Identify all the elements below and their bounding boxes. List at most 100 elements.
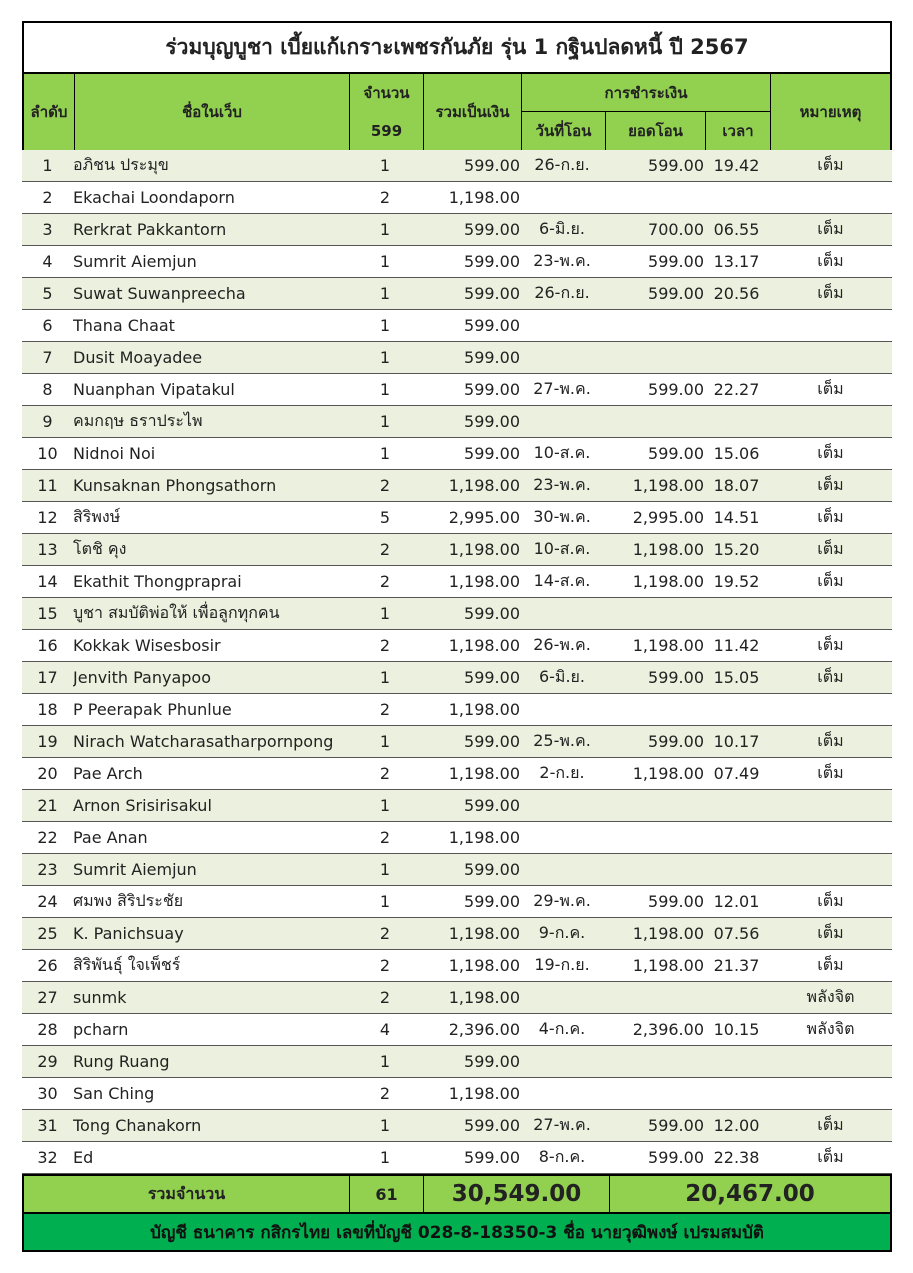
header-payment: การชำระเงิน <box>522 74 771 112</box>
transfer-date <box>520 341 604 374</box>
total-row: รวมจำนวน 61 30,549.00 20,467.00 <box>22 1174 892 1214</box>
table-row: 12 สิริพงษ์ 5 2,995.00 30-พ.ค. 2,995.00 14.51 เ… <box>22 501 892 534</box>
donation-sheet: ร่วมบุญบูชา เบี้ยแก้เกราะเพชรกันภัย รุ่น… <box>22 21 892 1252</box>
transfer-amount: 599.00 <box>604 885 704 918</box>
donor-qty: 2 <box>348 949 422 982</box>
donor-name: pcharn <box>73 1013 348 1046</box>
transfer-time: 22.38 <box>704 1141 769 1174</box>
donor-name: P Peerapak Phunlue <box>73 693 348 726</box>
donor-note <box>769 405 892 438</box>
donor-name: Pae Anan <box>73 821 348 854</box>
row-number: 6 <box>22 309 73 342</box>
donor-name: Jenvith Panyapoo <box>73 661 348 694</box>
transfer-time: 20.56 <box>704 277 769 310</box>
row-number: 32 <box>22 1141 73 1174</box>
transfer-time <box>704 821 769 854</box>
total-label: รวมจำนวน <box>24 1176 350 1212</box>
donor-sum: 599.00 <box>422 725 520 758</box>
donor-qty: 2 <box>348 757 422 790</box>
donor-sum: 599.00 <box>422 1109 520 1142</box>
table-row: 30 San Ching 2 1,198.00 <box>22 1077 892 1110</box>
donor-name: San Ching <box>73 1077 348 1110</box>
transfer-time: 19.52 <box>704 565 769 598</box>
donor-name: Kokkak Wisesbosir <box>73 629 348 662</box>
donor-note: เต็ม <box>769 150 892 182</box>
table-row: 3 Rerkrat Pakkantorn 1 599.00 6-มิ.ย. 700.00 0… <box>22 213 892 246</box>
transfer-amount <box>604 341 704 374</box>
table-row: 7 Dusit Moayadee 1 599.00 <box>22 341 892 374</box>
donor-note: เต็ม <box>769 533 892 566</box>
donor-name: Kunsaknan Phongsathorn <box>73 469 348 502</box>
row-number: 17 <box>22 661 73 694</box>
table-row: 1 อภิชน ประมุข 1 599.00 26-ก.ย. 599.00 19.42 เต… <box>22 150 892 182</box>
donor-table: 1 อภิชน ประมุข 1 599.00 26-ก.ย. 599.00 19.42 เต… <box>22 150 892 1174</box>
donor-sum: 1,198.00 <box>422 565 520 598</box>
transfer-amount: 599.00 <box>604 277 704 310</box>
transfer-time: 21.37 <box>704 949 769 982</box>
donor-note: เต็ม <box>769 661 892 694</box>
transfer-amount: 1,198.00 <box>604 917 704 950</box>
table-row: 23 Sumrit Aiemjun 1 599.00 <box>22 853 892 886</box>
header-time: เวลา <box>706 112 771 150</box>
donor-name: Ed <box>73 1141 348 1174</box>
donor-sum: 599.00 <box>422 885 520 918</box>
table-row: 11 Kunsaknan Phongsathorn 2 1,198.00 23-พ.ค.… <box>22 469 892 502</box>
transfer-time: 12.00 <box>704 1109 769 1142</box>
donor-note <box>769 1045 892 1078</box>
donor-note: เต็ม <box>769 949 892 982</box>
transfer-amount <box>604 1045 704 1078</box>
donor-name: ศมพง สิริประชัย <box>73 885 348 918</box>
donor-qty: 1 <box>348 789 422 822</box>
donor-qty: 2 <box>348 1077 422 1110</box>
transfer-date: 27-พ.ค. <box>520 373 604 406</box>
transfer-amount <box>604 821 704 854</box>
transfer-time: 06.55 <box>704 213 769 246</box>
donor-sum: 599.00 <box>422 1045 520 1078</box>
transfer-date: 26-พ.ค. <box>520 629 604 662</box>
row-number: 25 <box>22 917 73 950</box>
donor-sum: 599.00 <box>422 597 520 630</box>
donor-qty: 2 <box>348 469 422 502</box>
donor-qty: 2 <box>348 693 422 726</box>
donor-sum: 599.00 <box>422 150 520 182</box>
donor-name: สิริพงษ์ <box>73 501 348 534</box>
header-amount: ยอดโอน <box>606 112 706 150</box>
transfer-date <box>520 309 604 342</box>
transfer-time <box>704 405 769 438</box>
table-row: 28 pcharn 4 2,396.00 4-ก.ค. 2,396.00 10.15 พลัง… <box>22 1013 892 1046</box>
header-no: ลำดับ <box>24 74 75 150</box>
row-number: 24 <box>22 885 73 918</box>
transfer-time: 07.49 <box>704 757 769 790</box>
donor-name: Ekachai Loondaporn <box>73 181 348 214</box>
row-number: 27 <box>22 981 73 1014</box>
donor-sum: 599.00 <box>422 341 520 374</box>
donor-sum: 1,198.00 <box>422 981 520 1014</box>
header-name: ชื่อในเว็บ <box>75 74 350 150</box>
donor-note <box>769 821 892 854</box>
transfer-date: 4-ก.ค. <box>520 1013 604 1046</box>
donor-qty: 2 <box>348 917 422 950</box>
table-row: 24 ศมพง สิริประชัย 1 599.00 29-พ.ค. 599.00 12.… <box>22 885 892 918</box>
row-number: 19 <box>22 725 73 758</box>
row-number: 14 <box>22 565 73 598</box>
donor-qty: 1 <box>348 1109 422 1142</box>
table-row: 18 P Peerapak Phunlue 2 1,198.00 <box>22 693 892 726</box>
header-sum: รวมเป็นเงิน <box>424 74 522 150</box>
transfer-date: 10-ส.ค. <box>520 533 604 566</box>
transfer-amount <box>604 597 704 630</box>
donor-note: เต็ม <box>769 373 892 406</box>
transfer-time: 10.15 <box>704 1013 769 1046</box>
row-number: 2 <box>22 181 73 214</box>
transfer-time: 14.51 <box>704 501 769 534</box>
donor-name: sunmk <box>73 981 348 1014</box>
table-row: 4 Sumrit Aiemjun 1 599.00 23-พ.ค. 599.00 13.17… <box>22 245 892 278</box>
transfer-amount: 599.00 <box>604 373 704 406</box>
row-number: 29 <box>22 1045 73 1078</box>
transfer-date <box>520 1077 604 1110</box>
transfer-time <box>704 181 769 214</box>
donor-qty: 2 <box>348 981 422 1014</box>
donor-name: Rerkrat Pakkantorn <box>73 213 348 246</box>
donor-qty: 1 <box>348 725 422 758</box>
donor-sum: 1,198.00 <box>422 917 520 950</box>
row-number: 23 <box>22 853 73 886</box>
